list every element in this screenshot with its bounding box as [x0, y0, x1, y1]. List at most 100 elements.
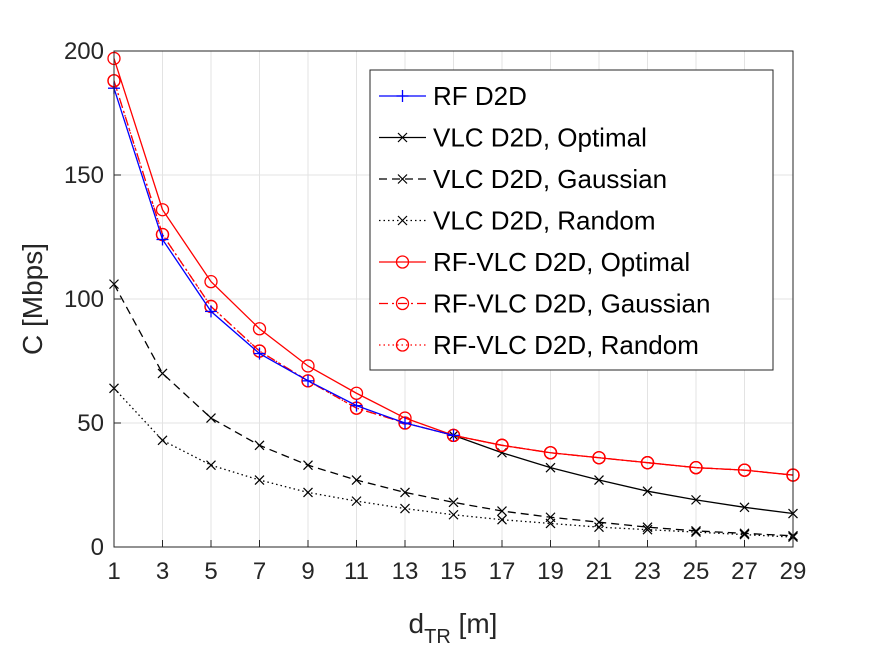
data-point-vlc-d2d-optimal	[497, 447, 507, 458]
data-point-vlc-d2d-optimal	[642, 486, 653, 497]
data-point-rf-vlc-d2d-optimal	[689, 460, 703, 475]
data-point-vlc-d2d-random	[739, 529, 750, 540]
legend-label: RF-VLC D2D, Gaussian	[433, 289, 710, 319]
data-point-vlc-d2d-gaussian	[594, 517, 604, 528]
data-point-rf-d2d	[399, 417, 411, 429]
series-line-rf-d2d	[113, 88, 454, 437]
data-point-vlc-d2d-random	[254, 475, 265, 485]
data-point-vlc-d2d-random	[448, 509, 459, 520]
data-point-rf-d2d	[253, 347, 266, 360]
x-tick-label: 27	[731, 558, 758, 585]
data-point-rf-vlc-d2d-optimal	[252, 322, 267, 336]
data-point-vlc-d2d-optimal	[594, 475, 604, 485]
legend-marker	[397, 174, 408, 184]
legend-label: VLC D2D, Gaussian	[433, 164, 667, 194]
x-axis-label-unit: [m]	[451, 608, 498, 639]
data-point-rf-vlc-d2d-optimal	[543, 446, 558, 460]
data-point-rf-vlc-d2d-optimal	[204, 274, 218, 289]
x-tick-label: 23	[634, 558, 661, 585]
x-tick-label: 5	[204, 558, 217, 585]
x-tick-label: 11	[344, 558, 369, 585]
x-tick-label: 9	[301, 558, 314, 585]
x-tick-label: 7	[253, 558, 266, 585]
data-point-vlc-d2d-gaussian	[206, 413, 216, 423]
data-point-vlc-d2d-gaussian	[157, 368, 168, 379]
y-tick-label: 200	[64, 38, 104, 65]
legend-item-rf-d2d: RF D2D	[379, 81, 527, 111]
data-point-rf-vlc-d2d-optimal	[301, 359, 315, 373]
data-point-rf-vlc-d2d-optimal	[349, 386, 364, 400]
x-axis-label-main: d	[409, 608, 425, 639]
data-point-vlc-d2d-gaussian	[497, 506, 507, 516]
data-point-rf-vlc-d2d-optimal	[155, 203, 170, 217]
data-point-rf-d2d	[205, 305, 217, 318]
y-tick-label: 150	[64, 162, 104, 189]
data-point-vlc-d2d-random	[351, 496, 362, 507]
data-point-vlc-d2d-gaussian	[254, 440, 265, 451]
data-point-vlc-d2d-gaussian	[691, 525, 701, 536]
data-point-vlc-d2d-random	[303, 487, 313, 498]
legend-item-vlc-d2d-random: VLC D2D, Random	[379, 206, 656, 236]
legend-marker	[395, 338, 410, 352]
legend-marker	[397, 132, 408, 143]
data-point-vlc-d2d-gaussian	[448, 497, 459, 508]
y-tick-label: 50	[77, 410, 104, 437]
data-point-vlc-d2d-random	[157, 435, 168, 446]
data-point-vlc-d2d-gaussian	[739, 528, 750, 539]
x-tick-label: 3	[156, 558, 169, 585]
y-tick-label: 0	[91, 534, 104, 561]
legend-marker	[397, 215, 408, 226]
series-vlc-d2d-gaussian	[109, 279, 798, 541]
data-point-rf-d2d	[447, 429, 460, 442]
data-point-vlc-d2d-optimal	[545, 462, 556, 473]
y-axis-label: C [Mbps]	[17, 243, 48, 355]
data-point-rf-d2d	[156, 233, 169, 246]
data-point-rf-d2d	[302, 374, 314, 387]
data-point-rf-vlc-d2d-optimal	[737, 463, 752, 477]
data-point-rf-vlc-d2d-optimal	[640, 456, 655, 470]
legend-label: RF-VLC D2D, Random	[433, 330, 699, 360]
legend-item-vlc-d2d-gaussian: VLC D2D, Gaussian	[379, 164, 667, 194]
data-point-vlc-d2d-random	[691, 527, 701, 538]
x-tick-label: 15	[440, 558, 467, 585]
data-point-vlc-d2d-random	[206, 460, 216, 471]
data-point-vlc-d2d-gaussian	[351, 475, 362, 485]
series-layer	[107, 51, 800, 543]
legend-item-rf-vlc-d2d-gaussian: RF-VLC D2D, Gaussian	[379, 289, 710, 319]
x-tick-label: 17	[489, 558, 516, 585]
x-tick-label: 21	[586, 558, 613, 585]
y-tick-label: 100	[64, 286, 104, 313]
data-point-vlc-d2d-gaussian	[642, 522, 653, 533]
legend-box	[369, 69, 774, 371]
series-line-vlc-d2d-gaussian	[113, 283, 794, 537]
x-tick-label: 29	[780, 558, 807, 585]
legend-marker	[395, 296, 410, 311]
data-point-vlc-d2d-gaussian	[545, 512, 556, 523]
legend-label: RF-VLC D2D, Optimal	[433, 247, 690, 277]
x-tick-label: 1	[107, 558, 120, 585]
data-point-vlc-d2d-optimal	[691, 494, 701, 505]
legend-label: VLC D2D, Optimal	[433, 123, 647, 153]
data-point-vlc-d2d-random	[400, 503, 410, 514]
legend-label: VLC D2D, Random	[433, 206, 656, 236]
legend-marker	[395, 255, 410, 269]
legend-marker	[396, 90, 409, 102]
x-tick-label: 19	[537, 558, 564, 585]
legend-item-rf-vlc-d2d-optimal: RF-VLC D2D, Optimal	[379, 247, 690, 277]
data-point-vlc-d2d-optimal	[739, 502, 750, 513]
legend: RF D2D VLC D2D, Optimal VLC D2D, Gaussian V…	[369, 69, 774, 371]
data-point-vlc-d2d-gaussian	[303, 460, 313, 471]
data-point-rf-vlc-d2d-optimal	[592, 451, 606, 465]
legend-label: RF D2D	[433, 81, 527, 111]
series-vlc-d2d-random	[109, 383, 798, 543]
x-axis-label: dTR [m]	[409, 608, 498, 648]
x-tick-label: 25	[683, 558, 710, 585]
legend-item-vlc-d2d-optimal: VLC D2D, Optimal	[379, 123, 647, 153]
series-line-vlc-d2d-optimal	[453, 434, 794, 515]
series-vlc-d2d-optimal	[448, 430, 798, 519]
data-point-rf-d2d	[350, 399, 363, 412]
data-point-vlc-d2d-gaussian	[400, 487, 410, 498]
data-point-vlc-d2d-random	[497, 514, 507, 525]
